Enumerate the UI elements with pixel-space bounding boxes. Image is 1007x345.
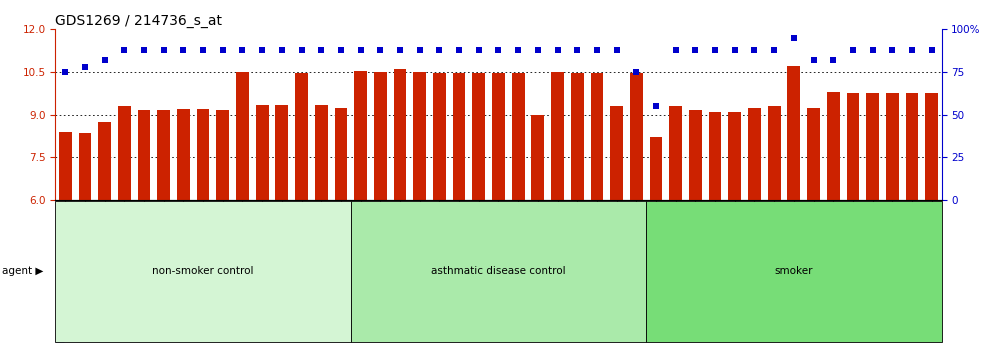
Bar xyxy=(650,138,663,200)
Point xyxy=(825,57,841,63)
Point xyxy=(116,47,132,52)
Point xyxy=(884,47,900,52)
Bar xyxy=(847,93,859,200)
Point xyxy=(845,47,861,52)
Point xyxy=(97,57,113,63)
Point xyxy=(431,47,447,52)
Point xyxy=(274,47,290,52)
Bar xyxy=(472,73,485,200)
Text: agent ▶: agent ▶ xyxy=(2,266,43,276)
Point xyxy=(766,47,782,52)
Bar xyxy=(334,108,347,200)
Bar xyxy=(827,92,840,200)
Bar xyxy=(295,73,308,200)
Bar xyxy=(748,108,761,200)
Point xyxy=(865,47,881,52)
Point xyxy=(923,47,940,52)
Bar xyxy=(138,110,150,200)
Point xyxy=(530,47,546,52)
Point xyxy=(628,69,644,75)
Point xyxy=(470,47,486,52)
Point xyxy=(785,35,802,41)
Text: smoker: smoker xyxy=(774,266,813,276)
Point xyxy=(569,47,585,52)
Point xyxy=(352,47,369,52)
Text: count: count xyxy=(74,321,103,331)
Bar xyxy=(374,72,387,200)
Bar xyxy=(689,110,702,200)
Bar xyxy=(394,69,407,200)
Point xyxy=(451,47,467,52)
Bar xyxy=(532,115,544,200)
Point xyxy=(77,64,93,70)
Text: non-smoker control: non-smoker control xyxy=(152,266,254,276)
Bar xyxy=(630,73,642,200)
Bar xyxy=(925,93,939,200)
Bar xyxy=(177,109,189,200)
Text: ■: ■ xyxy=(55,333,65,342)
Bar xyxy=(709,112,721,200)
Bar xyxy=(905,93,918,200)
Bar xyxy=(767,106,780,200)
Point xyxy=(806,57,822,63)
Point xyxy=(392,47,408,52)
Point xyxy=(136,47,152,52)
Bar xyxy=(610,106,623,200)
Bar xyxy=(354,71,367,200)
Point xyxy=(235,47,251,52)
Bar xyxy=(886,93,898,200)
Point xyxy=(214,47,231,52)
Point xyxy=(668,47,684,52)
Point xyxy=(412,47,428,52)
Point xyxy=(511,47,527,52)
Point xyxy=(608,47,624,52)
Bar xyxy=(670,106,682,200)
Point xyxy=(333,47,349,52)
Bar xyxy=(196,109,209,200)
Point xyxy=(904,47,920,52)
Bar xyxy=(808,108,820,200)
Point xyxy=(707,47,723,52)
Bar xyxy=(118,106,131,200)
Bar xyxy=(590,73,603,200)
Point xyxy=(293,47,309,52)
Point xyxy=(254,47,270,52)
Bar xyxy=(315,105,327,200)
Bar xyxy=(866,93,879,200)
Point xyxy=(373,47,389,52)
Point xyxy=(195,47,211,52)
Text: GDS1269 / 214736_s_at: GDS1269 / 214736_s_at xyxy=(55,14,223,28)
Bar xyxy=(512,73,525,200)
Bar xyxy=(276,105,288,200)
Point xyxy=(490,47,507,52)
Point xyxy=(746,47,762,52)
Point xyxy=(648,104,664,109)
Bar xyxy=(256,105,269,200)
Bar xyxy=(79,133,92,200)
Bar xyxy=(571,73,584,200)
Bar xyxy=(157,110,170,200)
Point xyxy=(550,47,566,52)
Bar xyxy=(787,66,801,200)
Point xyxy=(589,47,605,52)
Point xyxy=(175,47,191,52)
Text: ■: ■ xyxy=(55,321,65,331)
Point xyxy=(313,47,329,52)
Bar xyxy=(236,72,249,200)
Bar xyxy=(433,73,446,200)
Bar xyxy=(217,110,230,200)
Bar xyxy=(551,72,564,200)
Bar xyxy=(728,112,741,200)
Bar xyxy=(99,122,111,200)
Point xyxy=(688,47,704,52)
Point xyxy=(57,69,74,75)
Bar xyxy=(453,73,465,200)
Text: percentile rank within the sample: percentile rank within the sample xyxy=(74,333,250,342)
Text: asthmatic disease control: asthmatic disease control xyxy=(431,266,566,276)
Point xyxy=(727,47,743,52)
Point xyxy=(156,47,172,52)
Bar xyxy=(413,72,426,200)
Bar xyxy=(492,73,505,200)
Bar xyxy=(58,132,71,200)
